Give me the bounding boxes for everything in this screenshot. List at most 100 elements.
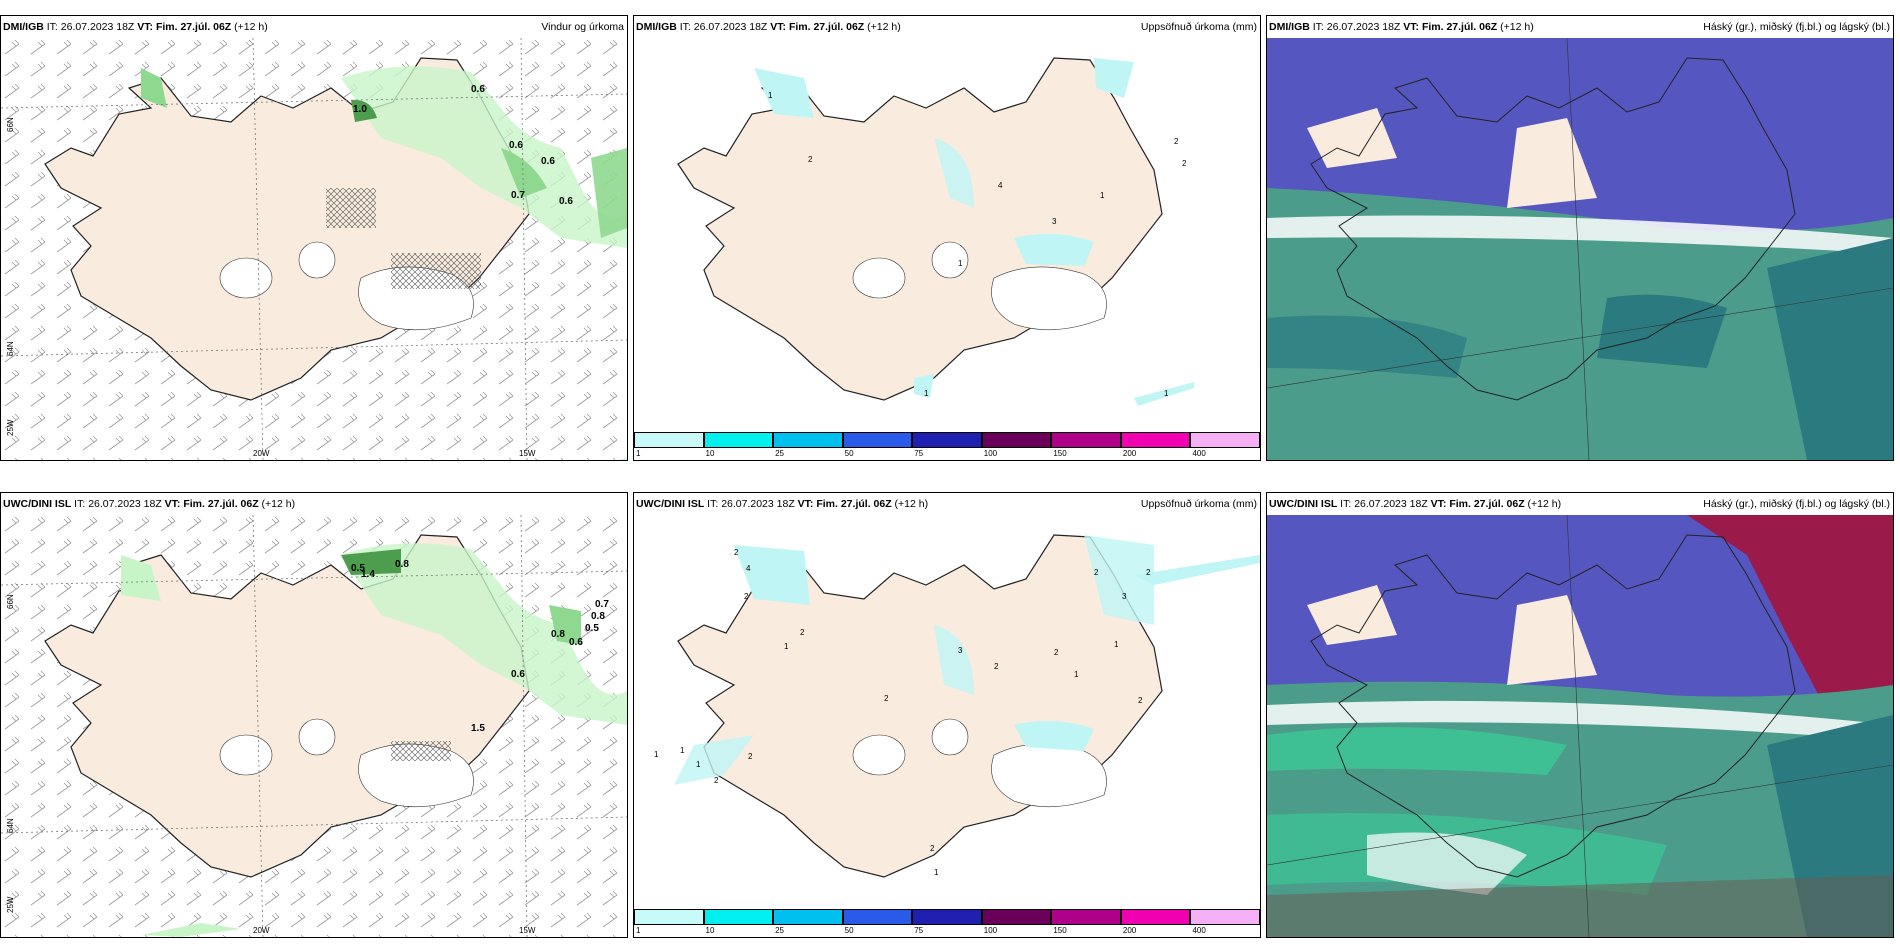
accum-value: 1 — [768, 91, 773, 100]
colorbar-tick: 50 — [844, 449, 854, 458]
colorbar-tick: 150 — [1053, 926, 1067, 935]
panel-title: Háský (gr.), miðský (fj.bl.) og lágský (… — [1703, 21, 1890, 33]
accum-value: 4 — [746, 564, 751, 573]
accum-value: 2 — [994, 662, 999, 671]
accum-value: 2 — [1174, 137, 1179, 146]
it-label: IT: — [707, 498, 719, 510]
accum-value: 1 — [654, 750, 659, 759]
accum-value: 2 — [930, 844, 935, 853]
precip-value: 0.8 — [591, 611, 605, 622]
accum-value: 1 — [934, 868, 939, 877]
lead-time: (+12 h) — [894, 498, 929, 510]
colorbar-swatch — [634, 432, 704, 448]
accum-value: 2 — [1146, 568, 1151, 577]
model-name: DMI/IGB — [3, 21, 44, 33]
accum-value: 1 — [1100, 191, 1105, 200]
lat-label-64: 64N — [6, 818, 15, 833]
vt-label: VT: — [164, 498, 181, 510]
model-name: DMI/IGB — [1269, 21, 1310, 33]
colorbar-swatch — [981, 909, 1052, 925]
accum-value: 2 — [748, 752, 753, 761]
model-name: UWC/DINI ISL — [1269, 498, 1338, 510]
colorbar-tick: 25 — [775, 449, 785, 458]
colorbar-swatch — [634, 909, 704, 925]
map-area — [1267, 515, 1893, 937]
panel-header: DMI/IGB IT: 26.07.2023 18Z VT: Fim. 27.j… — [1, 16, 627, 38]
colorbar-swatch — [912, 909, 982, 925]
accum-value: 2 — [884, 694, 889, 703]
cloud-panel-dmi: DMI/IGB IT: 26.07.2023 18Z VT: Fim. 27.j… — [1266, 15, 1894, 461]
colorbar-tick: 400 — [1192, 926, 1206, 935]
colorbar-swatch — [1120, 909, 1191, 925]
panel-header: UWC/DINI ISL IT: 26.07.2023 18Z VT: Fim.… — [1, 493, 627, 515]
panel-title: Háský (gr.), miðský (fj.bl.) og lágský (… — [1703, 498, 1890, 510]
accum-precip-panel-dmi: DMI/IGB IT: 26.07.2023 18Z VT: Fim. 27.j… — [633, 15, 1261, 461]
precip-value: 0.5 — [585, 623, 599, 634]
map-area: 0.5 1.4 0.8 0.7 0.8 0.5 0.8 0.6 0.6 1.5 … — [1, 515, 627, 937]
precip-value: 0.7 — [511, 190, 525, 201]
accum-value: 1 — [924, 389, 929, 398]
colorbar-swatch — [842, 432, 913, 448]
accum-value: 1 — [958, 259, 963, 268]
accum-value: 1 — [1114, 640, 1119, 649]
it-value: 26.07.2023 18Z — [721, 498, 795, 510]
vt-value: Fim. 27.júl. 06Z — [788, 21, 865, 33]
precip-value: 0.8 — [551, 629, 565, 640]
map-area: 1.0 0.6 0.6 0.6 0.7 0.6 66N 64N 25W 20W … — [1, 38, 627, 460]
precip-value: 0.6 — [569, 637, 583, 648]
accum-value: 2 — [808, 155, 813, 164]
vt-label: VT: — [1403, 21, 1420, 33]
colorbar-swatch — [1120, 432, 1191, 448]
colorbar-tick: 10 — [705, 926, 715, 935]
it-value: 26.07.2023 18Z — [693, 21, 768, 33]
lead-time: (+12 h) — [261, 498, 296, 510]
colorbar-tick: 25 — [775, 926, 785, 935]
colorbar-tick: 75 — [914, 449, 924, 458]
vt-value: Fim. 27.júl. 06Z — [816, 498, 892, 510]
lead-time: (+12 h) — [867, 21, 901, 33]
it-value: 26.07.2023 18Z — [1354, 498, 1428, 510]
lon-label-15: 15W — [519, 449, 536, 458]
vt-label: VT: — [1430, 498, 1447, 510]
lon-label-15: 15W — [519, 926, 536, 935]
colorbar-swatch — [1051, 909, 1121, 925]
precip-value: 0.6 — [509, 140, 523, 151]
precip-value: 0.6 — [471, 84, 485, 95]
lon-label-20: 20W — [253, 449, 270, 458]
lead-time: (+12 h) — [234, 21, 268, 33]
colorbar-swatch — [1190, 432, 1260, 448]
model-name: UWC/DINI ISL — [636, 498, 705, 510]
colorbar-swatch — [1051, 432, 1121, 448]
colorbar-tick: 100 — [983, 926, 998, 935]
precip-value: 0.6 — [559, 196, 573, 207]
colorbar-swatch — [703, 909, 774, 925]
accum-value: 1 — [1074, 670, 1079, 679]
vt-label: VT: — [797, 498, 814, 510]
colorbar-swatch — [703, 432, 774, 448]
panel-header: DMI/IGB IT: 26.07.2023 18Z VT: Fim. 27.j… — [634, 16, 1260, 38]
map-area: 1 2 4 1 3 2 2 1 1 1 — [634, 38, 1260, 432]
cloud-panel-uwc: UWC/DINI ISL IT: 26.07.2023 18Z VT: Fim.… — [1266, 492, 1894, 938]
accum-value: 2 — [800, 628, 805, 637]
lon-label-20: 20W — [253, 926, 270, 935]
model-name: DMI/IGB — [636, 21, 677, 33]
vt-value: Fim. 27.júl. 06Z — [1421, 21, 1498, 33]
vt-label: VT: — [770, 21, 787, 33]
map-area — [1267, 38, 1893, 460]
accum-value: 2 — [744, 592, 749, 601]
colorbar-tick: 50 — [844, 926, 854, 935]
accum-value: 2 — [1182, 159, 1187, 168]
it-label: IT: — [1312, 21, 1324, 33]
model-name: UWC/DINI ISL — [3, 498, 72, 510]
accum-value: 1 — [696, 760, 701, 769]
lead-time: (+12 h) — [1527, 498, 1562, 510]
precip-value: 1.0 — [353, 104, 367, 115]
accum-value: 1 — [784, 642, 789, 651]
lat-label-64: 64N — [6, 341, 15, 356]
precip-value: 0.8 — [395, 559, 409, 570]
vt-label: VT: — [137, 21, 154, 33]
accum-value: 2 — [1094, 568, 1099, 577]
panel-title: Vindur og úrkoma — [541, 21, 624, 33]
accum-value: 3 — [958, 646, 963, 655]
accum-value: 3 — [1122, 592, 1127, 601]
